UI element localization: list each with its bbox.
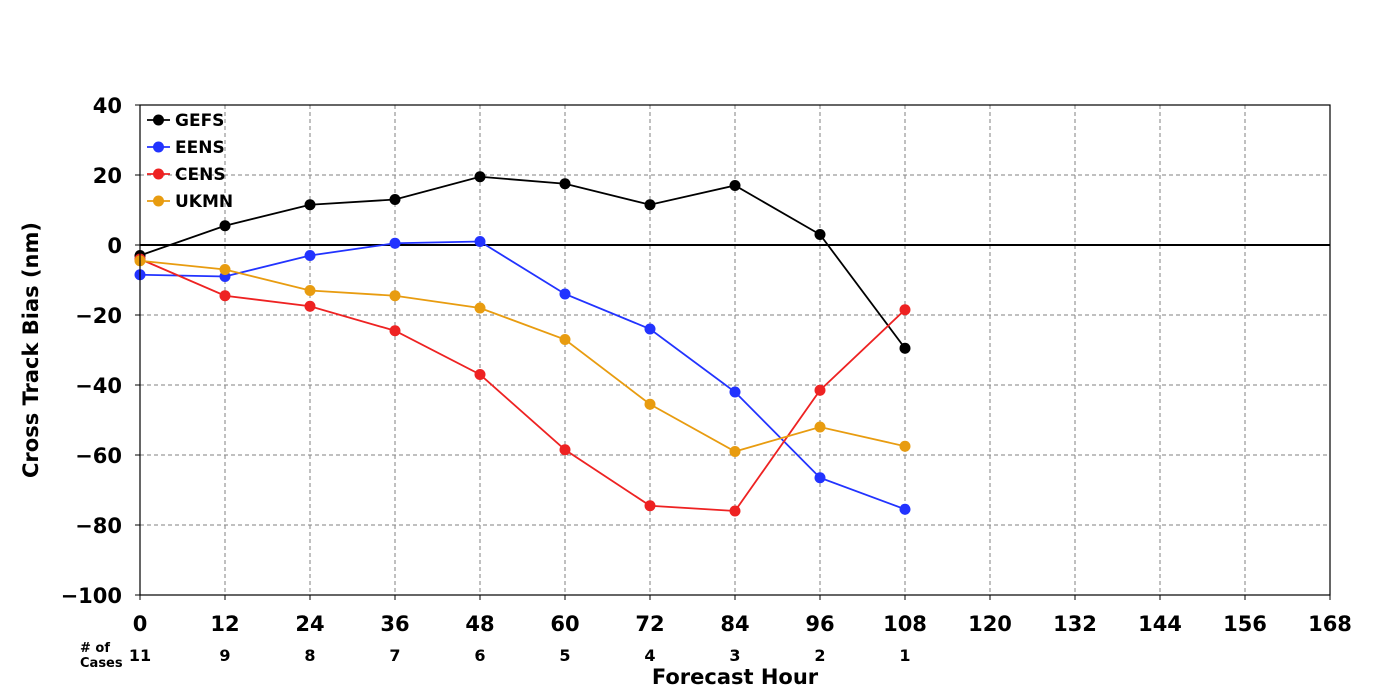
series-line	[139, 175, 906, 349]
x-tick-label: 0	[133, 612, 148, 636]
legend-label: EENS	[175, 138, 225, 158]
y-axis-title: Cross Track Bias (nm)	[19, 222, 43, 478]
x-tick-label: 156	[1223, 612, 1267, 636]
series-cens	[134, 253, 911, 517]
x-tick-label: 72	[635, 612, 664, 636]
data-point	[729, 505, 741, 517]
cases-row: 11 9 8 7 6 5 4 3 2 1	[129, 646, 911, 665]
legend-label: UKMN	[175, 192, 233, 212]
legend-swatch-marker	[153, 141, 164, 153]
legend-item-eens: EENS	[147, 138, 225, 158]
y-tick-label: 0	[107, 234, 122, 258]
cases-count: 8	[304, 646, 315, 665]
x-tick-label: 96	[805, 612, 834, 636]
series-eens	[134, 236, 911, 515]
legend-swatch-marker	[153, 168, 164, 180]
x-tick-label: 36	[380, 612, 409, 636]
x-tick-label: 84	[720, 612, 749, 636]
legend: GEFS EENS CENS UKMN	[147, 111, 233, 212]
y-tick-label: −20	[75, 304, 122, 328]
legend-label: GEFS	[175, 111, 224, 131]
series-line	[139, 259, 906, 453]
legend-swatch-marker	[153, 114, 164, 126]
y-tick-label: 20	[93, 164, 122, 188]
cases-count: 3	[729, 646, 740, 665]
legend-label: CENS	[175, 165, 226, 185]
y-tick-label: −40	[75, 374, 122, 398]
legend-item-gefs: GEFS	[147, 111, 224, 131]
data-point	[219, 290, 231, 302]
x-tick-label: 168	[1308, 612, 1352, 636]
x-tick-label: 144	[1138, 612, 1182, 636]
data-point	[474, 236, 486, 247]
data-point	[814, 421, 826, 433]
data-point	[899, 342, 911, 354]
data-point	[304, 250, 316, 261]
data-point	[899, 440, 911, 452]
y-tick-labels: 40 20 0 −20 −40 −60 −80 −100	[61, 94, 140, 608]
data-point	[729, 180, 741, 191]
data-point	[644, 323, 656, 335]
data-point	[389, 237, 401, 249]
data-point	[219, 220, 231, 232]
y-tick-label: −80	[75, 514, 122, 538]
x-tick-label: 108	[883, 612, 927, 636]
series-line	[139, 258, 906, 512]
data-point	[644, 199, 656, 211]
series-gefs	[134, 171, 911, 354]
x-tick-label: 48	[465, 612, 494, 636]
data-point	[559, 444, 571, 456]
data-point	[559, 178, 571, 190]
cases-count: 9	[219, 646, 230, 665]
legend-item-cens: CENS	[147, 165, 226, 185]
data-point	[729, 386, 741, 398]
data-point	[899, 503, 911, 515]
data-point	[814, 472, 826, 484]
data-point	[559, 334, 571, 345]
data-point	[559, 288, 571, 300]
cases-count: 6	[474, 646, 485, 665]
x-axis-title: Forecast Hour	[652, 665, 819, 689]
data-point	[814, 229, 826, 240]
data-point	[389, 290, 401, 302]
x-tick-label: 60	[550, 612, 579, 636]
data-point	[644, 398, 656, 410]
data-point	[644, 500, 656, 512]
data-point	[304, 199, 316, 211]
cases-count: 2	[814, 646, 825, 665]
series-line	[139, 240, 906, 511]
data-point	[899, 304, 911, 316]
cases-count: 4	[644, 646, 655, 665]
data-point	[389, 194, 401, 205]
data-point	[474, 171, 486, 183]
cases-count: 11	[129, 646, 151, 665]
legend-item-ukmn: UKMN	[147, 192, 233, 212]
data-point	[219, 264, 231, 275]
y-tick-label: 40	[93, 94, 122, 118]
data-point	[474, 369, 486, 380]
y-tick-label: −60	[75, 444, 122, 468]
cases-count: 1	[899, 646, 910, 665]
data-point	[474, 302, 486, 314]
data-point	[729, 446, 741, 457]
data-point	[814, 384, 826, 396]
data-point	[304, 300, 316, 312]
x-tick-label: 120	[968, 612, 1012, 636]
cases-count: 5	[559, 646, 570, 665]
x-tick-label: 24	[295, 612, 324, 636]
x-tick-labels: 0 12 24 36 48 60 72 84 96 108 120 132 144 156 168	[133, 595, 1352, 636]
legend-swatch-marker	[153, 195, 164, 207]
data-point	[304, 285, 316, 296]
y-tick-label: −100	[61, 584, 122, 608]
series-layer	[134, 171, 911, 517]
x-tick-label: 12	[210, 612, 239, 636]
x-tick-label: 132	[1053, 612, 1097, 636]
cases-count: 7	[389, 646, 400, 665]
cases-label: # of Cases	[80, 641, 123, 671]
data-point	[389, 325, 401, 337]
